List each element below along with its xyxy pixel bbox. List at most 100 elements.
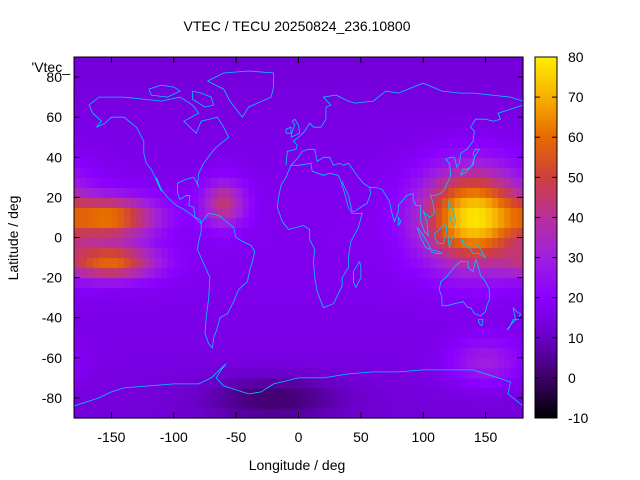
heatmap-cell (173, 107, 181, 118)
heatmap-cell (279, 87, 287, 98)
heatmap-cell (373, 117, 381, 128)
heatmap-cell (292, 307, 300, 319)
heatmap-cell (329, 207, 337, 219)
heatmap-cell (304, 177, 312, 188)
heatmap-cell (423, 117, 431, 128)
heatmap-cell (186, 57, 194, 68)
heatmap-cell (398, 397, 406, 409)
heatmap-cell (198, 67, 206, 78)
heatmap-cell (510, 127, 518, 138)
heatmap-cell (86, 197, 94, 209)
heatmap-cell (167, 267, 175, 279)
heatmap-cell (404, 207, 412, 219)
heatmap-cell (92, 107, 100, 118)
heatmap-cell (441, 77, 449, 88)
heatmap-cell (310, 197, 318, 209)
heatmap-cell (423, 347, 431, 359)
heatmap-cell (142, 217, 150, 229)
heatmap-cell (435, 357, 443, 369)
heatmap-cell (105, 257, 113, 269)
heatmap-cell (279, 407, 287, 419)
x-tick-label: -50 (226, 429, 246, 445)
heatmap-cell (441, 247, 449, 259)
heatmap-cell (173, 287, 181, 299)
heatmap-cell (236, 377, 243, 389)
heatmap-cell (204, 407, 212, 419)
heatmap-cell (435, 67, 443, 78)
heatmap-cell (510, 267, 518, 279)
heatmap-cell (92, 337, 100, 349)
heatmap-cell (167, 187, 175, 198)
heatmap-cell (516, 377, 524, 389)
heatmap-cell (161, 197, 169, 209)
heatmap-cell (385, 267, 393, 279)
heatmap-cell (329, 297, 337, 309)
heatmap-cell (161, 407, 169, 419)
heatmap-cell (261, 337, 268, 349)
heatmap-cell (342, 177, 349, 188)
heatmap-cell (379, 157, 387, 168)
heatmap-cell (348, 397, 356, 409)
heatmap-cell (516, 367, 524, 379)
heatmap-cell (448, 407, 456, 419)
heatmap-cell (466, 67, 474, 78)
heatmap-cell (448, 367, 456, 379)
heatmap-cell (360, 357, 368, 369)
heatmap-cell (398, 67, 406, 78)
heatmap-cell (86, 97, 94, 108)
heatmap-cell (105, 297, 113, 309)
heatmap-cell (261, 107, 268, 118)
heatmap-cell (473, 287, 480, 299)
heatmap-cell (211, 297, 219, 309)
heatmap-cell (423, 387, 431, 399)
heatmap-cell (298, 137, 306, 148)
heatmap-cell (429, 227, 437, 239)
heatmap-cell (111, 117, 119, 128)
heatmap-cell (454, 327, 462, 339)
heatmap-cell (105, 217, 113, 229)
heatmap-cell (105, 127, 113, 138)
heatmap-cell (242, 257, 250, 269)
heatmap-cell (404, 147, 412, 158)
heatmap-cell (392, 127, 399, 138)
heatmap-cell (117, 97, 125, 108)
heatmap-cell (385, 397, 393, 409)
heatmap-cell (473, 267, 480, 279)
heatmap-cell (117, 377, 125, 389)
heatmap-cell (441, 307, 449, 319)
heatmap-cell (423, 357, 431, 369)
heatmap-cell (130, 217, 137, 229)
heatmap-cell (130, 287, 137, 299)
heatmap-cell (423, 77, 431, 88)
heatmap-cell (423, 127, 431, 138)
heatmap-cell (454, 377, 462, 389)
heatmap-cell (155, 87, 162, 98)
heatmap-cell (354, 287, 362, 299)
heatmap-cell (111, 97, 119, 108)
heatmap-cell (155, 347, 162, 359)
heatmap-cell (161, 187, 169, 198)
heatmap-cell (310, 157, 318, 168)
heatmap-cell (248, 377, 256, 389)
heatmap-cell (491, 327, 499, 339)
heatmap-cell (454, 167, 462, 178)
heatmap-cell (136, 147, 144, 158)
heatmap-cell (180, 177, 187, 188)
heatmap-cell (323, 377, 331, 389)
heatmap-cell (267, 367, 275, 379)
heatmap-cell (292, 397, 300, 409)
heatmap-cell (435, 57, 443, 68)
heatmap-cell (329, 337, 337, 349)
heatmap-cell (161, 127, 169, 138)
heatmap-cell (173, 167, 181, 178)
heatmap-cell (273, 347, 281, 359)
heatmap-cell (423, 327, 431, 339)
heatmap-cell (416, 387, 424, 399)
heatmap-cell (254, 187, 262, 198)
heatmap-cell (379, 297, 387, 309)
heatmap-cell (416, 237, 424, 249)
heatmap-cell (236, 387, 243, 399)
heatmap-cell (167, 367, 175, 379)
heatmap-cell (229, 267, 237, 279)
heatmap-cell (479, 77, 487, 88)
